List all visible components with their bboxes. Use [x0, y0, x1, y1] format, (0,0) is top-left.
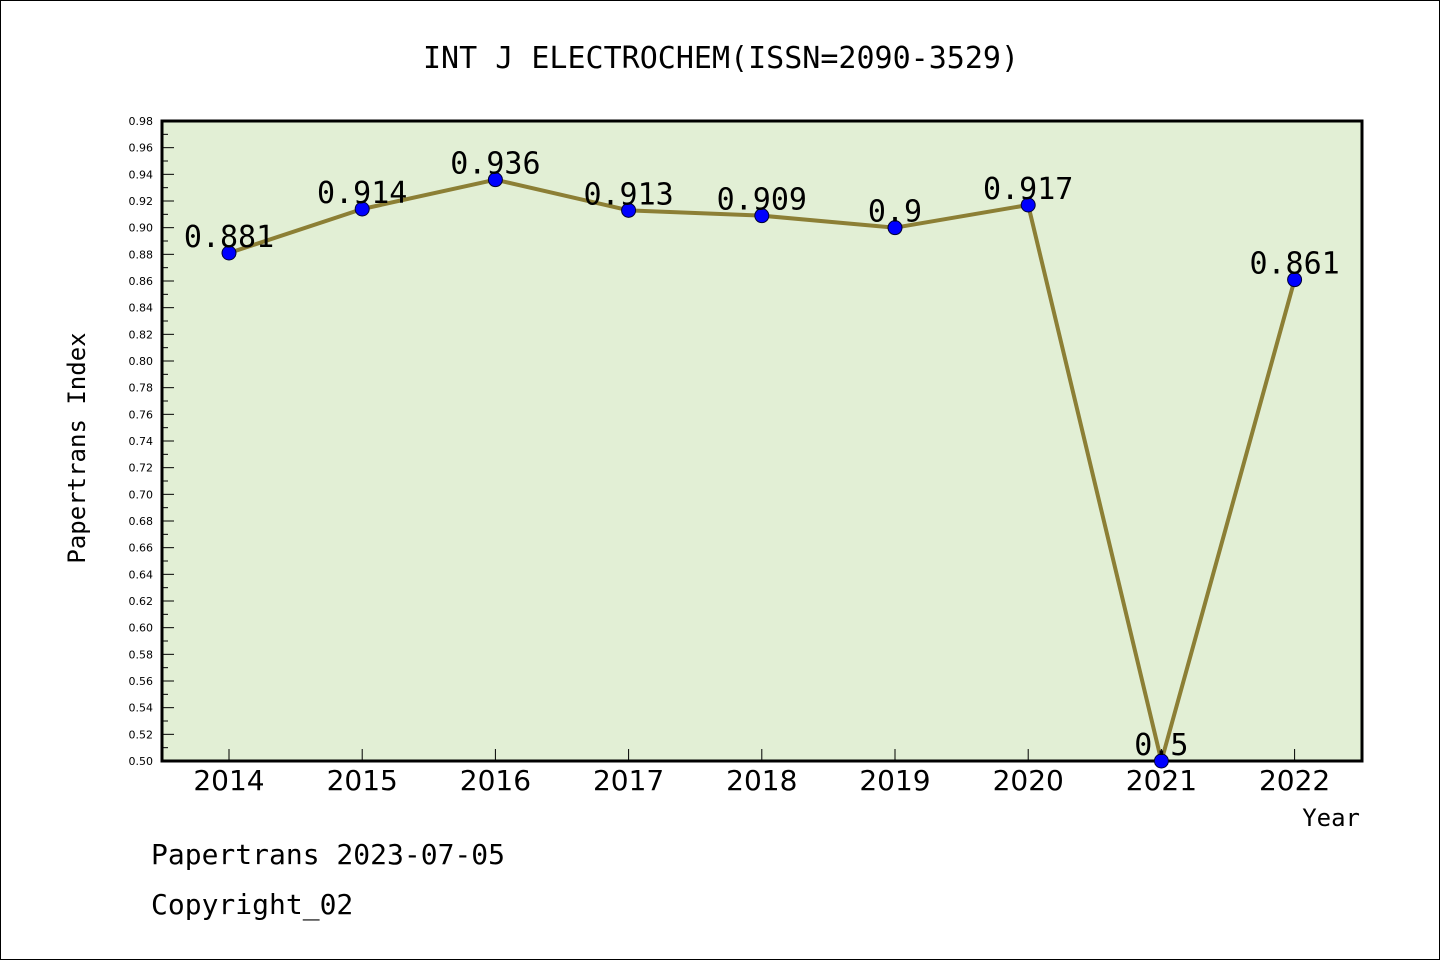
- data-point: [1153, 753, 1169, 769]
- x-axis-ticks: 2014 2015 2016 2017 2018 2019 2020 2021 2022: [193, 749, 1330, 797]
- data-point: [1287, 272, 1303, 288]
- y-tick-label: 0.54: [129, 702, 154, 715]
- y-tick-label: 0.56: [129, 675, 154, 688]
- y-tick-label: 0.80: [129, 355, 154, 368]
- y-tick-label: 0.58: [129, 648, 154, 661]
- x-tick-label: 2021: [1126, 764, 1197, 797]
- y-tick-label: 0.94: [129, 168, 154, 181]
- y-tick-label: 0.96: [129, 142, 154, 155]
- chart-title: INT J ELECTROCHEM(ISSN=2090-3529): [423, 41, 1019, 76]
- y-tick-label: 0.68: [129, 515, 154, 528]
- y-tick-label: 0.52: [129, 728, 154, 741]
- footer-copyright: Copyright_02: [151, 888, 353, 922]
- y-tick-label: 0.88: [129, 248, 154, 261]
- data-point: [1020, 197, 1036, 213]
- data-label: 0.913: [583, 177, 673, 212]
- y-tick-label: 0.62: [129, 595, 154, 608]
- data-point: [221, 245, 237, 261]
- y-axis-title: Papertrans Index: [63, 332, 91, 563]
- data-label: 0.9: [868, 195, 922, 230]
- x-tick-label: 2019: [859, 764, 930, 797]
- y-tick-label: 0.74: [129, 435, 154, 448]
- data-point: [487, 172, 503, 188]
- data-label: 0.914: [317, 176, 407, 211]
- data-label: 0.5: [1134, 728, 1188, 763]
- data-point: [354, 201, 370, 217]
- y-tick-label: 0.98: [129, 115, 154, 128]
- y-tick-label: 0.66: [129, 542, 154, 555]
- y-tick-label: 0.70: [129, 488, 154, 501]
- y-tick-label: 0.90: [129, 222, 154, 235]
- y-tick-label: 0.82: [129, 328, 154, 341]
- data-label: 0.909: [717, 183, 807, 218]
- data-label: 0.881: [184, 220, 274, 255]
- data-point: [754, 208, 770, 224]
- y-tick-label: 0.86: [129, 275, 154, 288]
- data-point: [621, 202, 637, 218]
- y-tick-label: 0.78: [129, 382, 154, 395]
- y-axis-ticks: 0.50 0.52 0.54 0.56 0.58 0.60 0.62 0.64 0.66 0.68…: [129, 115, 174, 768]
- y-tick-label: 0.92: [129, 195, 154, 208]
- data-label: 0.861: [1249, 247, 1339, 282]
- data-labels: 0.881 0.914 0.936 0.913 0.909 0.9 0.917 0.5 0.86…: [184, 147, 1340, 763]
- y-tick-label: 0.64: [129, 568, 154, 581]
- x-tick-label: 2018: [726, 764, 797, 797]
- y-tick-label: 0.60: [129, 622, 154, 635]
- data-label: 0.917: [983, 172, 1073, 207]
- data-label: 0.936: [450, 147, 540, 182]
- y-tick-label: 0.50: [129, 755, 154, 768]
- x-axis-title: Year: [1302, 804, 1360, 832]
- x-tick-label: 2022: [1259, 764, 1330, 797]
- x-tick-label: 2014: [193, 764, 264, 797]
- x-tick-label: 2015: [327, 764, 398, 797]
- x-tick-label: 2020: [993, 764, 1064, 797]
- plot-area: [160, 119, 1364, 763]
- x-tick-label: 2016: [460, 764, 531, 797]
- y-tick-label: 0.72: [129, 462, 154, 475]
- y-tick-label: 0.76: [129, 408, 154, 421]
- series-group: [221, 172, 1303, 769]
- data-point: [887, 220, 903, 236]
- footer-date: Papertrans 2023-07-05: [151, 838, 505, 871]
- x-tick-label: 2017: [593, 764, 664, 797]
- y-tick-label: 0.84: [129, 302, 154, 315]
